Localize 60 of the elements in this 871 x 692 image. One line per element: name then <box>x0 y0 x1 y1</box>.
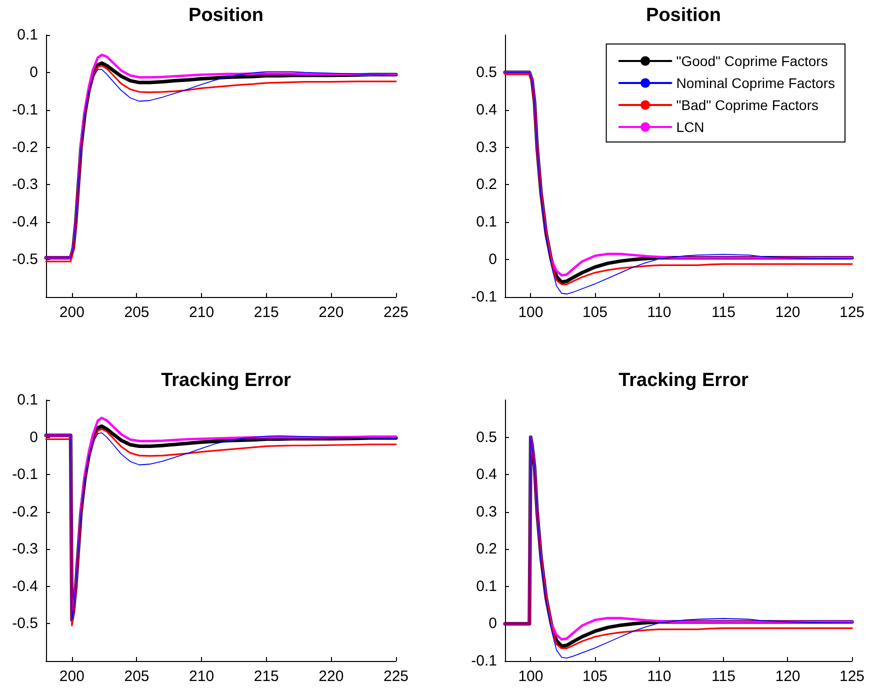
y-tick-label: 0.2 <box>476 176 497 194</box>
x-tick-label: 225 <box>383 668 409 685</box>
y-tick-label: 0.2 <box>476 540 497 558</box>
x-tick-label: 105 <box>582 668 608 685</box>
x-tick-label: 125 <box>839 304 865 321</box>
y-tick-label: -0.2 <box>12 503 38 520</box>
x-tick-label: 205 <box>124 668 150 685</box>
chart-title: Tracking Error <box>618 370 750 391</box>
x-tick-label: 110 <box>647 668 672 685</box>
y-tick-label: 0 <box>488 251 497 268</box>
y-tick-label: 0 <box>30 64 38 81</box>
x-tick-label: 200 <box>59 668 84 685</box>
x-tick-label: 210 <box>189 304 214 321</box>
y-tick-label: 0.5 <box>476 428 497 446</box>
x-tick-label: 115 <box>712 668 736 685</box>
x-tick-label: 210 <box>189 668 214 685</box>
x-tick-label: 215 <box>254 304 279 321</box>
y-tick-label: -0.1 <box>471 652 497 670</box>
y-tick-label: 0.1 <box>476 214 497 231</box>
x-tick-label: 200 <box>59 304 84 321</box>
y-tick-label: 0.5 <box>476 64 497 81</box>
y-tick-label: -0.2 <box>12 138 38 156</box>
y-tick-label: 0.4 <box>476 466 497 484</box>
legend-label: "Bad" Coprime Factors <box>676 97 819 113</box>
x-tick-label: 120 <box>775 304 800 321</box>
x-tick-label: 110 <box>647 304 672 321</box>
x-tick-label: 225 <box>383 304 409 321</box>
x-tick-label: 215 <box>254 668 279 685</box>
y-tick-label: -0.5 <box>12 251 38 268</box>
y-tick-label: 0.1 <box>476 578 497 595</box>
y-tick-label: 0 <box>488 615 497 632</box>
y-tick-label: -0.3 <box>12 540 38 558</box>
x-tick-label: 105 <box>582 304 608 321</box>
y-tick-label: -0.4 <box>12 214 38 231</box>
x-tick-label: 220 <box>318 304 344 321</box>
x-tick-label: 205 <box>124 304 150 321</box>
x-tick-label: 100 <box>518 304 544 321</box>
chart-title: Position <box>646 5 721 26</box>
x-tick-label: 125 <box>839 668 865 685</box>
legend-label: Nominal Coprime Factors <box>676 75 836 91</box>
chart-title: Position <box>188 5 264 26</box>
x-tick-label: 115 <box>712 304 736 321</box>
y-tick-label: -0.1 <box>12 466 38 484</box>
x-tick-label: 220 <box>318 668 344 685</box>
y-tick-label: 0.3 <box>476 503 497 520</box>
legend-label: "Good" Coprime Factors <box>676 53 828 69</box>
y-tick-label: -0.1 <box>12 101 38 118</box>
y-tick-label: -0.1 <box>471 288 497 306</box>
x-tick-label: 120 <box>775 668 800 685</box>
y-tick-label: -0.3 <box>12 176 38 194</box>
x-tick-label: 100 <box>518 668 544 685</box>
y-tick-label: 0.1 <box>17 26 38 44</box>
legend-label: LCN <box>676 119 704 135</box>
y-tick-label: 0.4 <box>476 101 497 118</box>
chart-title: Tracking Error <box>161 370 292 391</box>
y-tick-label: 0.3 <box>476 138 497 156</box>
y-tick-label: -0.4 <box>12 578 38 595</box>
y-tick-label: -0.5 <box>12 615 38 632</box>
y-tick-label: 0 <box>30 428 38 446</box>
y-tick-label: 0.1 <box>17 392 38 408</box>
